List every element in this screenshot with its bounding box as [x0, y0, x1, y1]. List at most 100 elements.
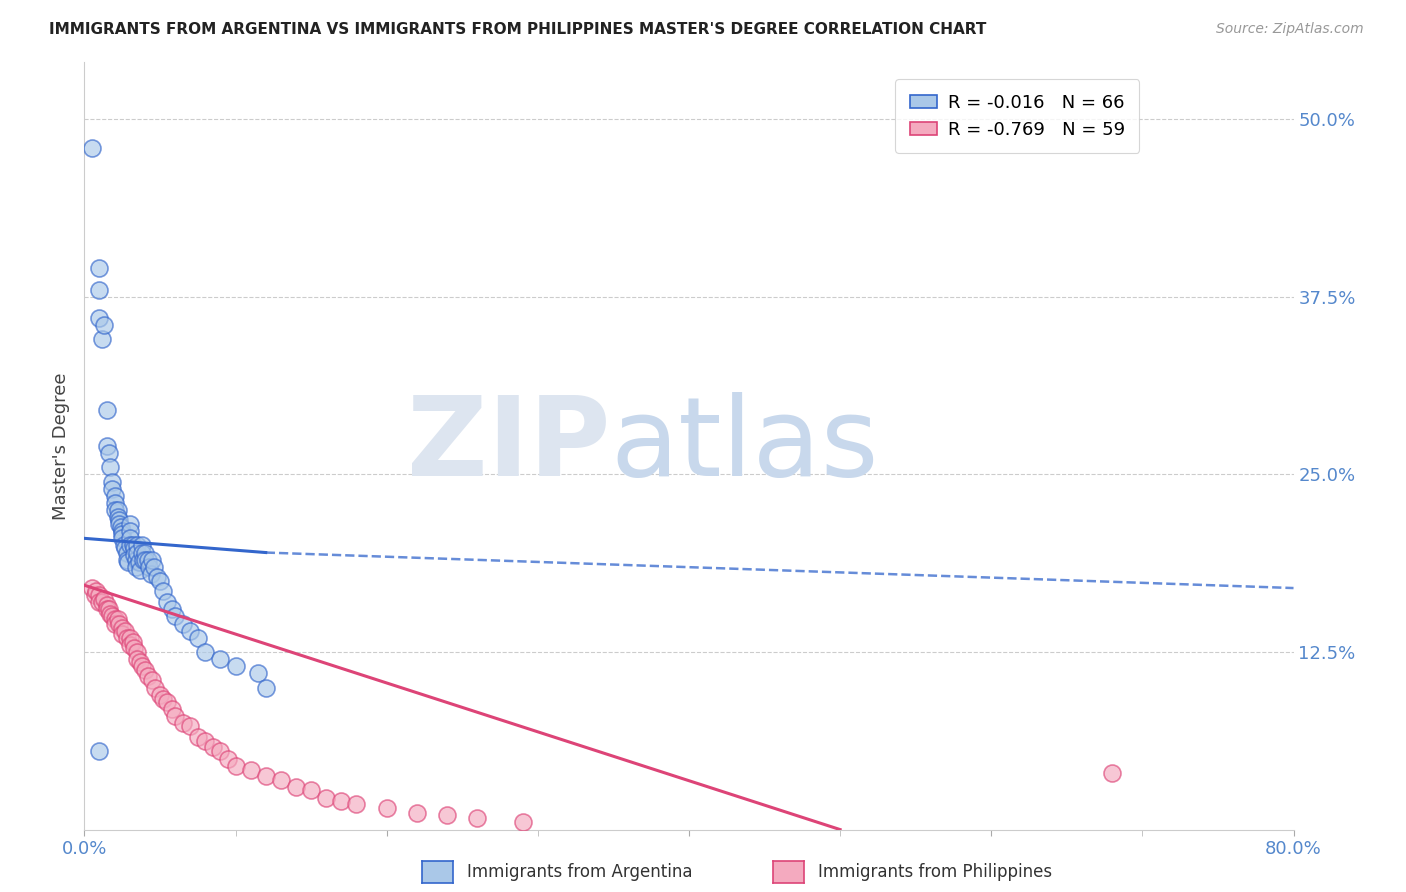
Point — [149, 574, 172, 588]
Point — [97, 446, 120, 460]
Point — [89, 283, 111, 297]
Point — [125, 559, 148, 574]
Point — [115, 545, 138, 559]
Point — [406, 805, 429, 820]
Point — [127, 538, 149, 552]
Point — [108, 517, 131, 532]
Point — [165, 609, 187, 624]
Point — [108, 513, 131, 527]
Point — [136, 552, 159, 566]
Point — [80, 581, 103, 595]
Point — [209, 652, 232, 666]
Point — [1101, 765, 1123, 780]
Y-axis label: Master's Degree: Master's Degree — [52, 372, 70, 520]
Point — [131, 538, 153, 552]
Point — [118, 631, 141, 645]
Point — [152, 691, 174, 706]
Text: IMMIGRANTS FROM ARGENTINA VS IMMIGRANTS FROM PHILIPPINES MASTER'S DEGREE CORRELA: IMMIGRANTS FROM ARGENTINA VS IMMIGRANTS … — [49, 22, 987, 37]
Point — [96, 598, 118, 612]
Point — [165, 709, 187, 723]
Point — [111, 527, 134, 541]
Point — [111, 621, 134, 635]
Legend: R = -0.016   N = 66, R = -0.769   N = 59: R = -0.016 N = 66, R = -0.769 N = 59 — [896, 79, 1139, 153]
Point — [247, 666, 270, 681]
Point — [100, 609, 122, 624]
Point — [111, 532, 134, 546]
Point — [141, 673, 163, 688]
Point — [134, 552, 156, 566]
Point — [139, 566, 162, 581]
Point — [97, 602, 120, 616]
Point — [128, 556, 150, 570]
Point — [104, 616, 127, 631]
Point — [107, 510, 129, 524]
Point — [108, 616, 131, 631]
Point — [118, 517, 141, 532]
Point — [152, 583, 174, 598]
Point — [96, 602, 118, 616]
Point — [104, 503, 127, 517]
Point — [179, 719, 201, 733]
Point — [138, 559, 160, 574]
Point — [93, 592, 115, 607]
Point — [96, 403, 118, 417]
Point — [127, 645, 149, 659]
Point — [160, 602, 183, 616]
Point — [100, 475, 122, 489]
Point — [121, 635, 143, 649]
Point — [330, 794, 353, 808]
Point — [96, 439, 118, 453]
Point — [209, 744, 232, 758]
Text: Immigrants from Argentina: Immigrants from Argentina — [467, 863, 692, 881]
Point — [172, 616, 194, 631]
Point — [93, 318, 115, 333]
Point — [104, 612, 127, 626]
Point — [91, 333, 114, 347]
Point — [129, 563, 152, 577]
Point — [134, 545, 156, 559]
Point — [104, 489, 127, 503]
Point — [111, 524, 134, 539]
Point — [467, 811, 489, 825]
Point — [160, 702, 183, 716]
Point — [299, 782, 322, 797]
Point — [132, 552, 155, 566]
Point — [194, 734, 217, 748]
Point — [110, 520, 132, 534]
Point — [146, 570, 169, 584]
Point — [217, 751, 239, 765]
Point — [115, 631, 138, 645]
Point — [89, 595, 111, 609]
Point — [187, 730, 209, 744]
Point — [127, 545, 149, 559]
Point — [98, 607, 121, 621]
Point — [127, 652, 149, 666]
Point — [315, 791, 337, 805]
Point — [118, 538, 141, 552]
Point — [115, 552, 138, 566]
Point — [136, 669, 159, 683]
Point — [98, 460, 121, 475]
Text: Immigrants from Philippines: Immigrants from Philippines — [818, 863, 1053, 881]
Point — [118, 524, 141, 539]
Point — [194, 645, 217, 659]
Point — [225, 758, 247, 772]
Point — [91, 595, 114, 609]
Text: ZIP: ZIP — [406, 392, 610, 500]
Point — [156, 595, 179, 609]
Text: atlas: atlas — [610, 392, 879, 500]
Point — [122, 549, 145, 563]
Point — [254, 768, 277, 782]
Point — [111, 626, 134, 640]
Point — [117, 556, 139, 570]
Point — [134, 664, 156, 678]
Point — [125, 552, 148, 566]
Point — [122, 640, 145, 655]
Point — [104, 496, 127, 510]
Point — [145, 681, 167, 695]
Point — [100, 482, 122, 496]
Point — [149, 688, 172, 702]
Point — [512, 815, 534, 830]
Point — [179, 624, 201, 638]
Point — [89, 744, 111, 758]
